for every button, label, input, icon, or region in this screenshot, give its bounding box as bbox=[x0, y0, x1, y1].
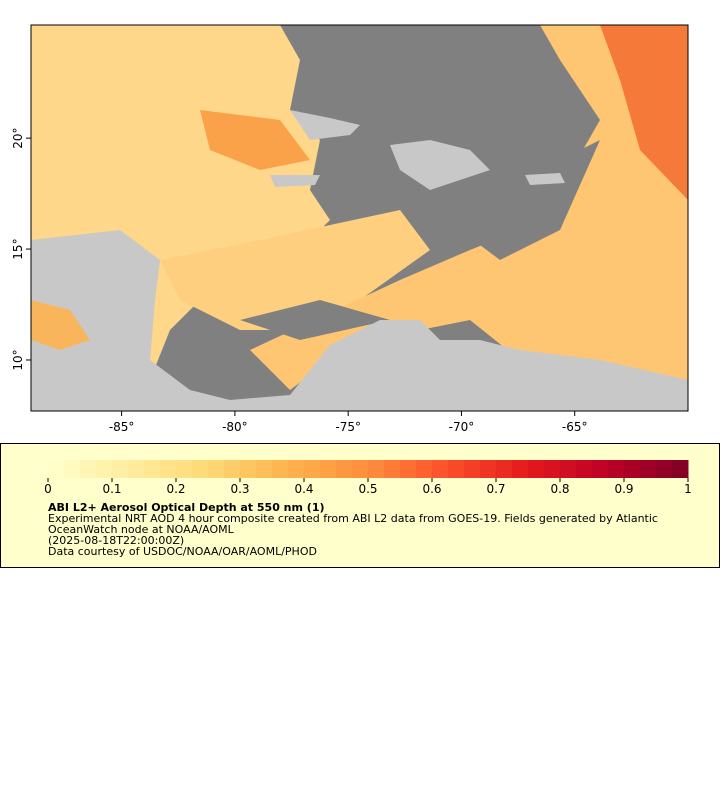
colorbar-tick-label: 0.4 bbox=[294, 482, 313, 496]
aerosol-field bbox=[600, 25, 688, 200]
colorbar-swatch bbox=[80, 460, 97, 478]
colorbar-swatch bbox=[576, 460, 593, 478]
aerosol-field bbox=[31, 300, 90, 350]
colorbar-swatch bbox=[656, 460, 673, 478]
colorbar-swatch bbox=[48, 460, 65, 478]
colorbar-swatch bbox=[112, 460, 129, 478]
x-tick-label: -70° bbox=[449, 420, 475, 434]
colorbar-swatch bbox=[96, 460, 113, 478]
colorbar-tick-label: 0.5 bbox=[358, 482, 377, 496]
colorbar-swatch bbox=[128, 460, 145, 478]
colorbar-swatch bbox=[192, 460, 209, 478]
colorbar-swatch bbox=[560, 460, 577, 478]
colorbar-swatch bbox=[64, 460, 81, 478]
no-data-patch bbox=[240, 300, 390, 340]
y-tick-label: 20° bbox=[11, 127, 25, 148]
colorbar-swatch bbox=[544, 460, 561, 478]
land bbox=[390, 140, 490, 190]
land bbox=[270, 175, 320, 187]
y-tick-label: 10° bbox=[11, 349, 25, 370]
no-data-patch bbox=[460, 140, 600, 260]
x-tick-label: -65° bbox=[562, 420, 588, 434]
colorbar-swatch bbox=[352, 460, 369, 478]
legend-line: Experimental NRT AOD 4 hour composite cr… bbox=[48, 512, 658, 525]
colorbar-swatch bbox=[480, 460, 497, 478]
legend-line: (2025-08-18T22:00:00Z) bbox=[48, 534, 184, 547]
x-tick-label: -75° bbox=[335, 420, 361, 434]
colorbar-swatch bbox=[272, 460, 289, 478]
colorbar-swatch bbox=[512, 460, 529, 478]
colorbar-swatch bbox=[448, 460, 465, 478]
land bbox=[31, 230, 688, 411]
colorbar-tick-label: 0.8 bbox=[550, 482, 569, 496]
colorbar-swatch bbox=[608, 460, 625, 478]
x-tick-label: -80° bbox=[222, 420, 248, 434]
colorbar-tick-label: 0.6 bbox=[422, 482, 441, 496]
colorbar-tick-label: 0.2 bbox=[166, 482, 185, 496]
colorbar-swatch bbox=[320, 460, 337, 478]
map-frame bbox=[30, 24, 689, 412]
legend-line: Data courtesy of USDOC/NOAA/OAR/AOML/PHO… bbox=[48, 545, 317, 558]
colorbar: 0 0.1 0.2 0.3 0.4 0.5 0.6 0.7 0.8 0.9 1 bbox=[44, 460, 692, 496]
colorbar-swatch bbox=[640, 460, 657, 478]
colorbar-tick-label: 0.9 bbox=[614, 482, 633, 496]
colorbar-swatch bbox=[384, 460, 401, 478]
colorbar-swatch bbox=[208, 460, 225, 478]
colorbar-swatch bbox=[224, 460, 241, 478]
colorbar-swatch bbox=[304, 460, 321, 478]
colorbar-swatch bbox=[528, 460, 545, 478]
colorbar-tick-label: 0.7 bbox=[486, 482, 505, 496]
colorbar-tick-label: 0 bbox=[44, 482, 52, 496]
land bbox=[290, 110, 360, 140]
axes: -85° -80° -75° -70° -65° 10° 15° 20° bbox=[11, 127, 588, 434]
colorbar-tick-label: 0.3 bbox=[230, 482, 249, 496]
legend-title: ABI L2+ Aerosol Optical Depth at 550 nm … bbox=[48, 501, 325, 514]
colorbar-swatch bbox=[176, 460, 193, 478]
colorbar-swatch bbox=[368, 460, 385, 478]
colorbar-swatch bbox=[288, 460, 305, 478]
legend-line: OceanWatch node at NOAA/AOML bbox=[48, 523, 235, 536]
colorbar-swatch bbox=[496, 460, 513, 478]
colorbar-swatch bbox=[624, 460, 641, 478]
colorbar-swatch bbox=[432, 460, 449, 478]
colorbar-swatch bbox=[464, 460, 481, 478]
aerosol-field bbox=[160, 210, 430, 330]
colorbar-swatch bbox=[336, 460, 353, 478]
colorbar-swatch bbox=[592, 460, 609, 478]
colorbar-swatch bbox=[672, 460, 689, 478]
colorbar-swatch bbox=[240, 460, 257, 478]
colorbar-tick-label: 1 bbox=[684, 482, 692, 496]
colorbar-swatch bbox=[160, 460, 177, 478]
colorbar-swatch bbox=[256, 460, 273, 478]
colorbar-tick-label: 0.1 bbox=[102, 482, 121, 496]
land bbox=[525, 173, 565, 185]
colorbar-swatch bbox=[144, 460, 161, 478]
aerosol-field bbox=[200, 110, 310, 170]
colorbar-swatch bbox=[416, 460, 433, 478]
y-tick-label: 15° bbox=[11, 238, 25, 259]
colorbar-swatch bbox=[400, 460, 417, 478]
map bbox=[30, 24, 689, 412]
x-tick-label: -85° bbox=[109, 420, 135, 434]
